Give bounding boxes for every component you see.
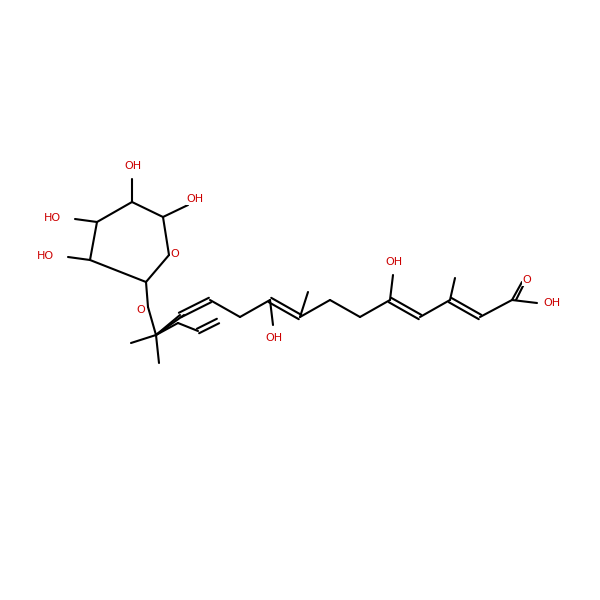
Text: HO: HO	[43, 213, 61, 223]
Text: OH: OH	[385, 257, 403, 267]
Text: OH: OH	[265, 333, 283, 343]
Text: OH: OH	[544, 298, 560, 308]
Text: OH: OH	[124, 161, 142, 171]
Text: O: O	[137, 305, 145, 315]
Text: OH: OH	[187, 194, 203, 204]
Text: HO: HO	[37, 251, 53, 261]
Text: O: O	[170, 249, 179, 259]
Text: O: O	[523, 275, 532, 285]
